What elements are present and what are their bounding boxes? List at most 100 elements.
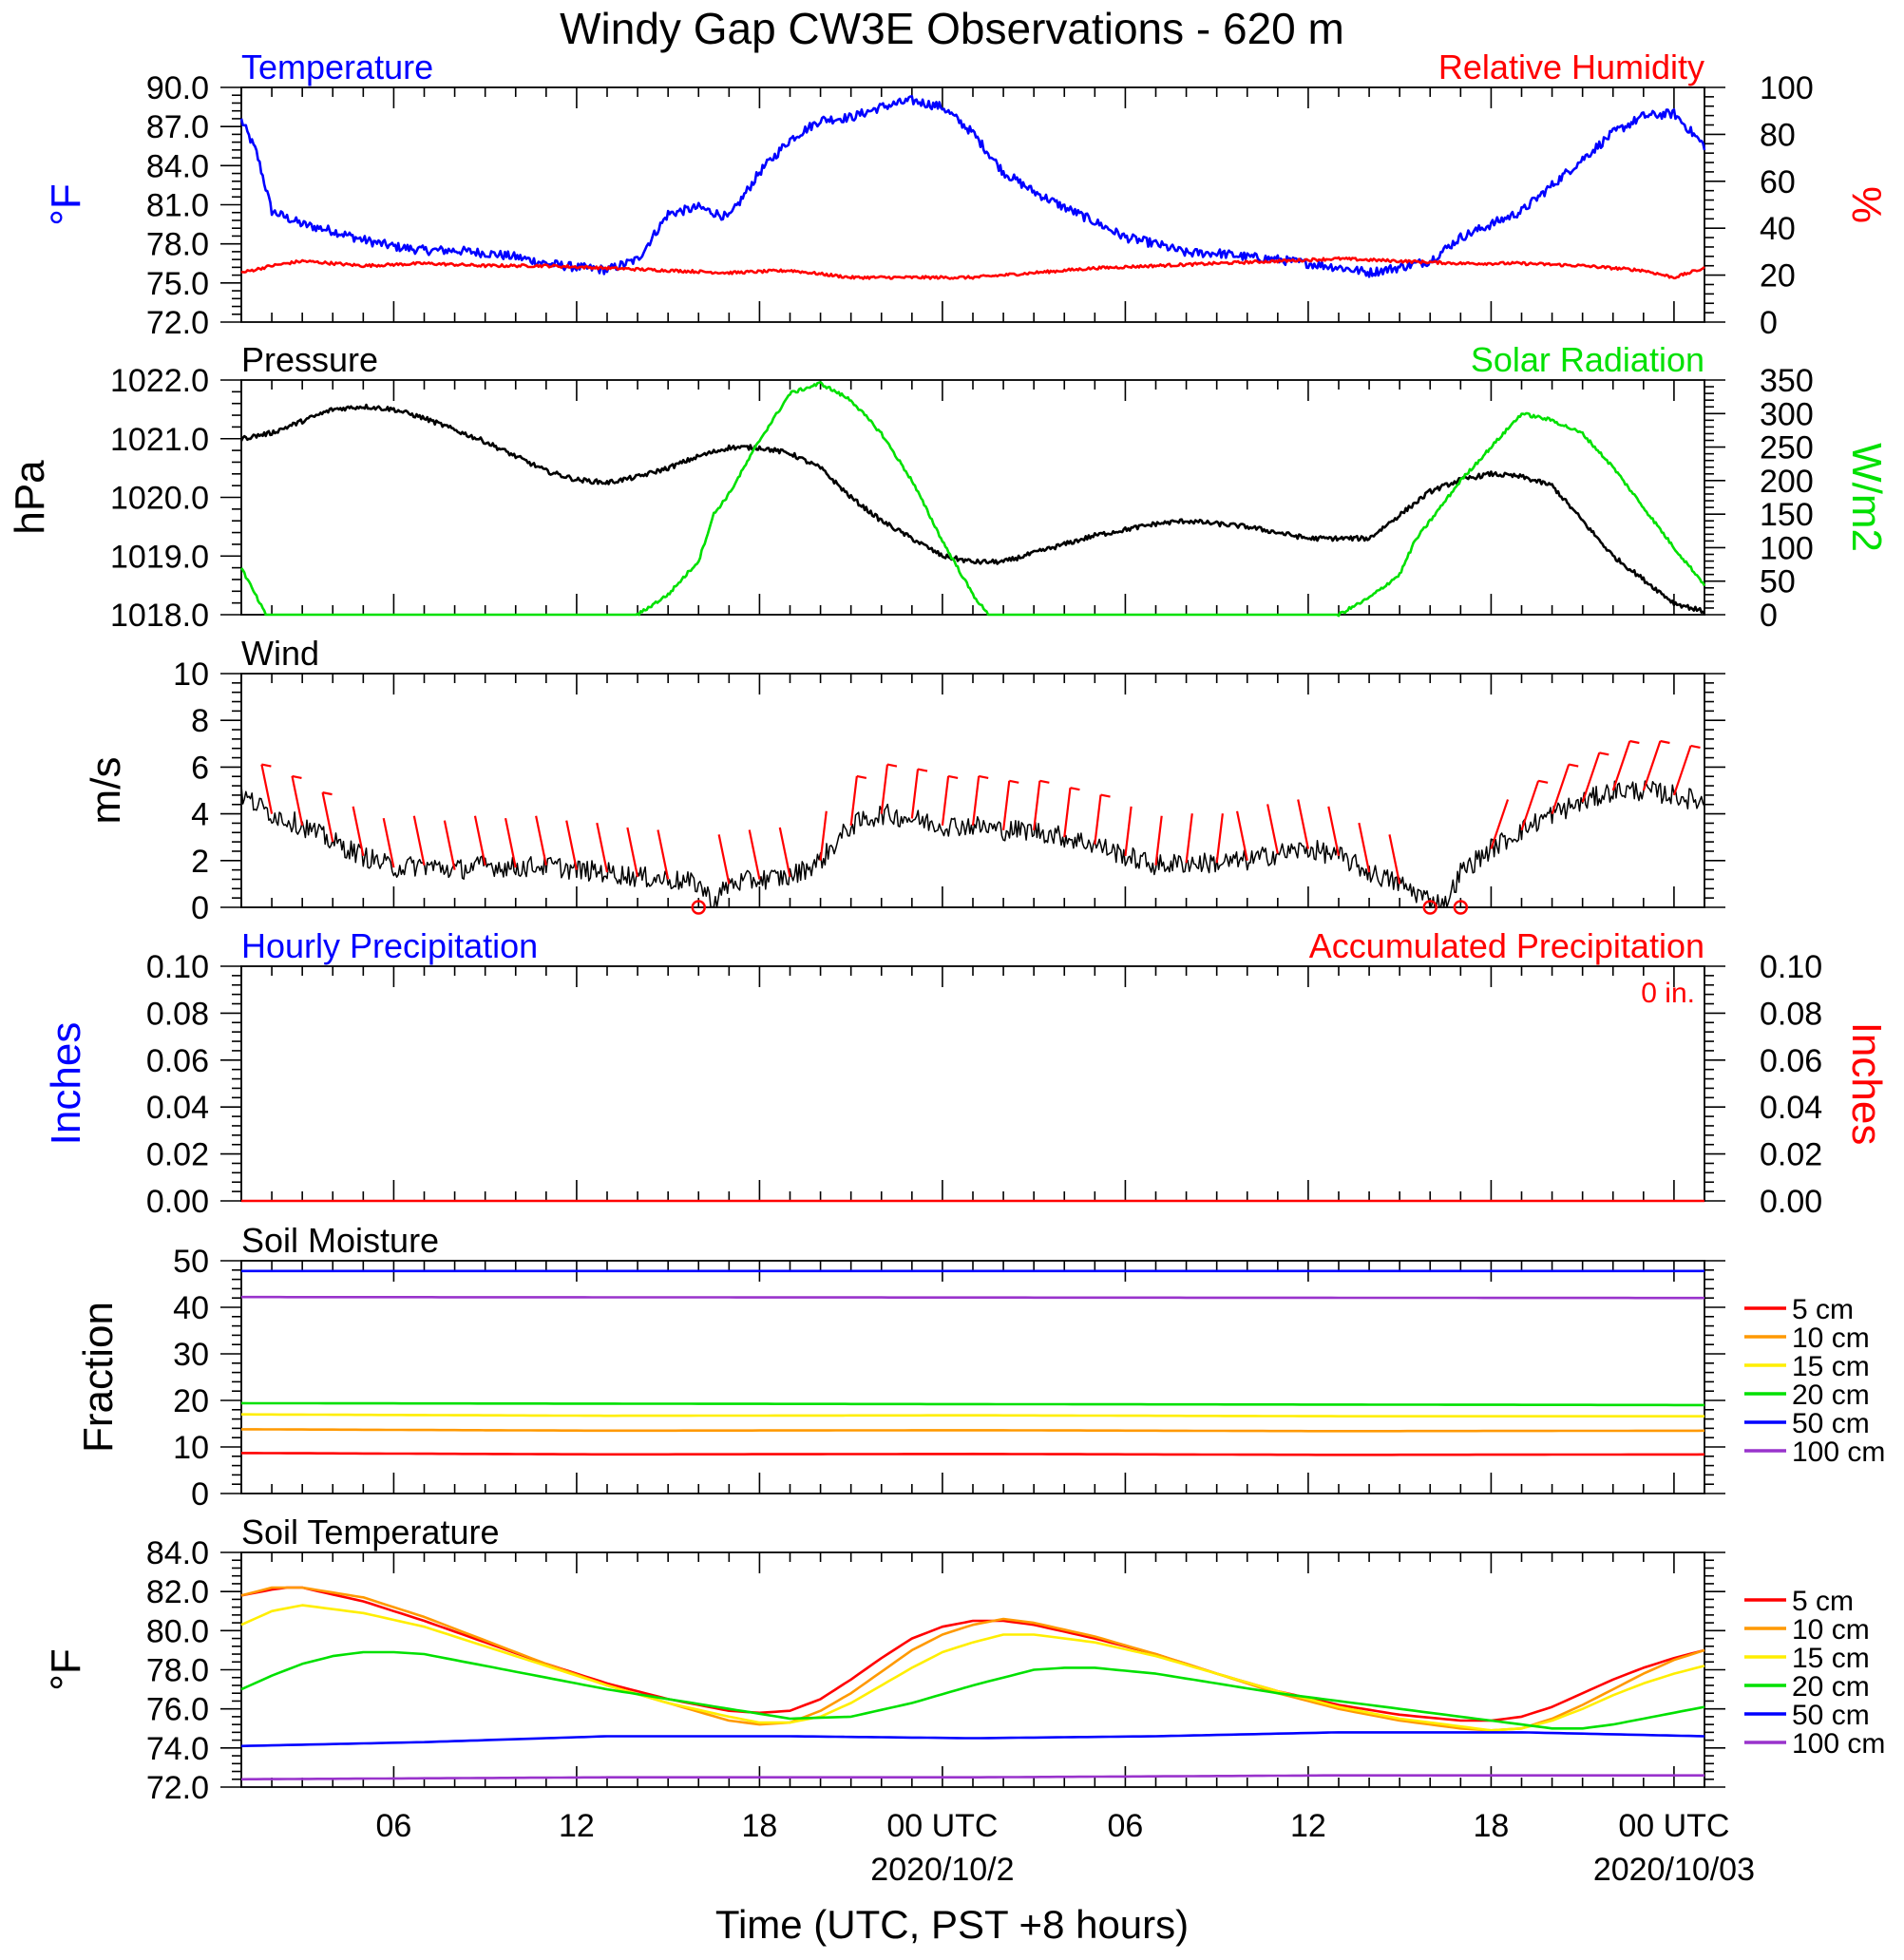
wind-barb-flag — [917, 768, 928, 772]
y-right-axis-label: W/m2 — [1843, 443, 1890, 552]
y-right-tick-label: 100 — [1760, 530, 1814, 566]
wind-barb — [1551, 764, 1571, 814]
y-right-tick-label: 200 — [1760, 464, 1814, 500]
wind-barb — [1215, 813, 1224, 864]
y-left-tick-label: 0.06 — [146, 1043, 209, 1079]
legend-label: 15 cm — [1792, 1643, 1870, 1674]
panel-left-title: Soil Temperature — [241, 1513, 499, 1551]
y-left-tick-label: 0.08 — [146, 996, 209, 1032]
y-right-tick-label: 100 — [1760, 70, 1814, 106]
wind-barb — [1388, 834, 1401, 885]
y-left-tick-label: 0 — [191, 1476, 209, 1513]
x-tick-date-label: 2020/10/2 — [870, 1852, 1014, 1888]
y-left-tick-label: 82.0 — [146, 1574, 209, 1610]
series-line-5-cm — [241, 1452, 1705, 1456]
wind-barb — [565, 820, 578, 870]
calm-wind-marker — [1453, 900, 1469, 915]
x-tick-label: 00 UTC — [886, 1808, 998, 1844]
series-line-series-1 — [240, 256, 1705, 280]
y-left-tick-label: 84.0 — [146, 148, 209, 184]
x-tick-date-label: 2020/10/03 — [1593, 1852, 1755, 1888]
wind-barb-flag — [292, 774, 302, 779]
wind-barb-flag — [261, 763, 272, 768]
wind-barb — [1520, 780, 1540, 831]
y-right-tick-label: 350 — [1760, 363, 1814, 399]
wind-barb — [819, 810, 828, 861]
series-line-15-cm — [240, 1604, 1705, 1732]
wind-barb-flag — [856, 774, 867, 779]
panel-left-title: Wind — [241, 634, 319, 673]
y-right-tick-label: 60 — [1760, 164, 1796, 200]
series-line-100-cm — [240, 1774, 1704, 1781]
y-left-tick-label: 50 — [173, 1244, 209, 1280]
legend-label: 50 cm — [1792, 1700, 1870, 1731]
wind-barb — [1033, 780, 1041, 830]
y-left-axis-label: Fraction — [75, 1302, 122, 1453]
y-left-axis-label: hPa — [7, 460, 53, 535]
legend-label: 100 cm — [1792, 1437, 1885, 1468]
x-tick-label: 12 — [559, 1808, 595, 1844]
calm-wind-marker — [1422, 900, 1438, 915]
series-line-20-cm — [240, 1401, 1704, 1407]
series-line-100-cm — [241, 1295, 1704, 1300]
y-left-axis-label: m/s — [83, 757, 129, 825]
panel-left-title: Temperature — [241, 48, 433, 86]
y-right-tick-label: 40 — [1760, 211, 1796, 247]
panel-left-title: Pressure — [241, 340, 378, 379]
y-left-tick-label: 40 — [173, 1290, 209, 1326]
y-right-tick-label: 0.02 — [1760, 1137, 1822, 1173]
wind-barb — [535, 815, 547, 866]
y-left-tick-label: 10 — [173, 1430, 209, 1466]
series-line-15-cm — [241, 1413, 1704, 1418]
legend-label: 50 cm — [1792, 1408, 1870, 1439]
wind-barb-flag — [1568, 763, 1579, 768]
wind-barb — [910, 769, 920, 819]
panel-frame — [240, 86, 1705, 323]
y-left-tick-label: 0.04 — [146, 1090, 209, 1126]
y-left-tick-label: 4 — [191, 797, 209, 833]
wind-barb — [382, 817, 395, 868]
wind-barb — [291, 775, 304, 827]
wind-barb — [1001, 780, 1011, 830]
wind-barb — [941, 775, 950, 827]
series-line-series-1 — [239, 381, 1706, 618]
wind-barb-flag — [1009, 779, 1019, 784]
wind-barb — [657, 829, 670, 880]
y-left-tick-label: 72.0 — [146, 305, 209, 341]
y-left-tick-label: 20 — [173, 1383, 209, 1419]
series-line-series-0 — [239, 403, 1705, 615]
panel-frame — [240, 965, 1705, 1202]
y-left-tick-label: 1021.0 — [110, 422, 209, 458]
wind-barb-flag — [978, 774, 989, 779]
legend-label: 20 cm — [1792, 1671, 1870, 1703]
y-left-tick-label: 76.0 — [146, 1692, 209, 1728]
y-left-tick-label: 1018.0 — [110, 598, 209, 634]
wind-barb — [971, 775, 981, 827]
wind-barb — [1063, 788, 1072, 838]
wind-barb-flag — [886, 763, 898, 768]
wind-barb-flag — [1599, 752, 1609, 756]
y-left-tick-label: 87.0 — [146, 109, 209, 145]
y-left-tick-label: 78.0 — [146, 1653, 209, 1689]
panels-group: 72.075.078.081.084.087.090.0020406080100… — [7, 48, 1890, 1888]
wind-barb — [1235, 810, 1248, 862]
y-left-tick-label: 75.0 — [146, 266, 209, 302]
y-right-tick-label: 0.04 — [1760, 1090, 1822, 1126]
wind-barb — [1297, 799, 1309, 849]
calm-wind-marker — [691, 900, 706, 915]
y-left-axis-label: °F — [43, 1648, 89, 1690]
wind-barb-flag — [1039, 779, 1050, 784]
wind-barb — [504, 817, 517, 868]
wind-barb-flag — [1660, 739, 1670, 745]
legend-label: 20 cm — [1792, 1380, 1870, 1411]
series-line-20-cm — [240, 1650, 1705, 1730]
y-left-tick-label: 90.0 — [146, 70, 209, 106]
wind-barb-flag — [1629, 739, 1640, 745]
wind-barb — [443, 820, 456, 870]
wind-barb — [1581, 752, 1601, 803]
x-tick-label: 12 — [1290, 1808, 1326, 1844]
y-right-tick-label: 50 — [1760, 564, 1796, 600]
y-left-tick-label: 74.0 — [146, 1731, 209, 1767]
series-line-10-cm — [241, 1428, 1705, 1433]
panel-right-title: Accumulated Precipitation — [1309, 926, 1704, 965]
